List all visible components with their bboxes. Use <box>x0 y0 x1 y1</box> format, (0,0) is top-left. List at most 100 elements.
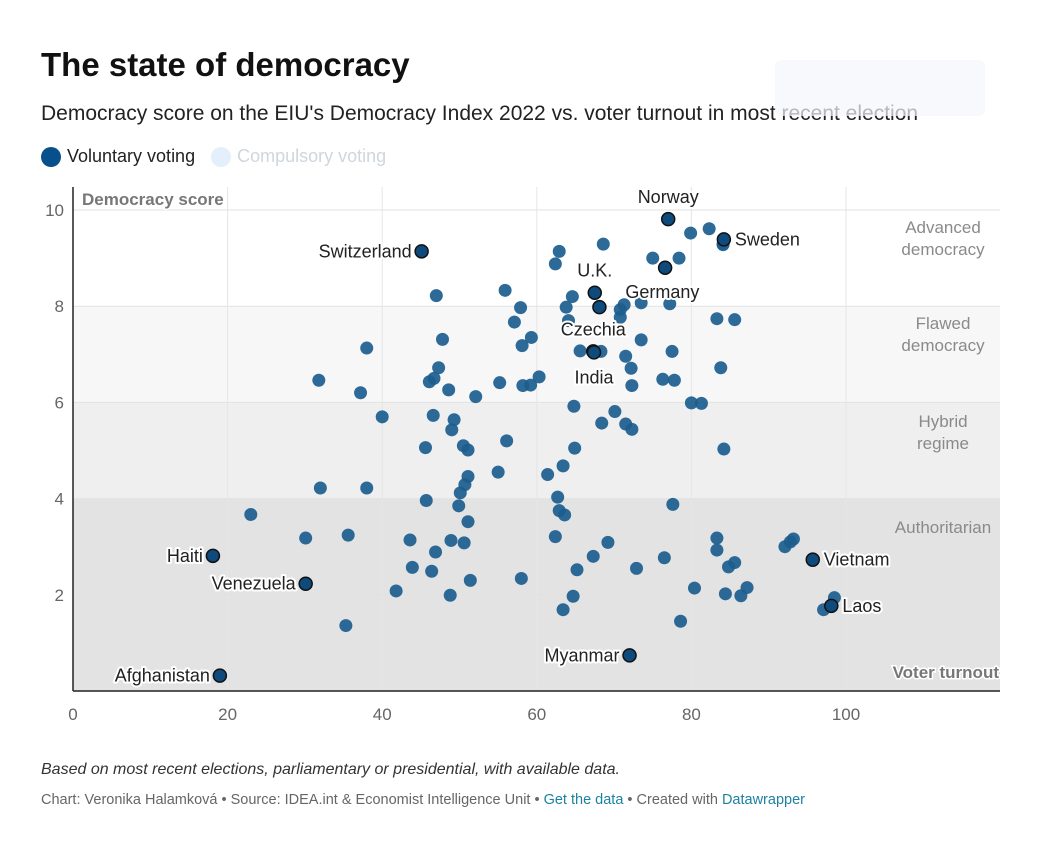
data-point-109 <box>443 588 457 602</box>
data-point-102 <box>463 573 477 587</box>
data-point-76 <box>452 499 466 513</box>
highlight-label-venezuela-11: Venezuela <box>212 574 297 594</box>
highlight-label-laos-9: Laos <box>842 596 881 616</box>
data-point-32 <box>432 361 446 375</box>
data-point-52 <box>375 410 389 424</box>
data-point-81 <box>299 531 313 545</box>
data-point-24 <box>435 332 449 346</box>
data-point-82 <box>341 528 355 542</box>
data-point-80 <box>461 515 475 529</box>
data-point-103 <box>514 571 528 585</box>
data-point-54 <box>447 413 461 427</box>
data-point-59 <box>500 434 514 448</box>
data-point-113 <box>556 603 570 617</box>
data-point-56 <box>595 416 609 430</box>
band-label-0-0: Authoritarian <box>895 518 991 537</box>
band-label-2-0: Flawed <box>916 314 971 333</box>
highlight-label-vietnam-8: Vietnam <box>824 550 890 570</box>
data-point-49 <box>694 396 708 410</box>
highlight-label-myanmar-12: Myanmar <box>545 645 620 665</box>
legend-label-voluntary: Voluntary voting <box>67 146 196 166</box>
legend-item-compulsory[interactable]: Compulsory voting <box>211 146 386 167</box>
data-point-15 <box>617 298 631 312</box>
highlight-point-germany-5 <box>592 299 607 315</box>
data-point-33 <box>624 361 638 375</box>
data-point-99 <box>425 564 439 578</box>
data-point-45 <box>354 386 368 400</box>
chart-title: The state of democracy <box>41 46 410 83</box>
highlight-point-uk-3 <box>587 285 603 300</box>
data-point-39 <box>532 370 546 384</box>
data-point-73 <box>551 490 565 504</box>
data-point-63 <box>568 441 582 455</box>
highlight-label-haiti-10: Haiti <box>167 546 203 566</box>
data-point-51 <box>608 405 622 419</box>
highlight-label-sweden-1: Sweden <box>735 229 800 249</box>
highlight-label-norway-0: Norway <box>638 187 699 207</box>
legend-label-compulsory: Compulsory voting <box>237 146 387 166</box>
x-tick-label-5: 100 <box>832 705 860 724</box>
data-point-47 <box>469 390 483 404</box>
legend-item-voluntary[interactable]: Voluntary voting <box>41 146 195 167</box>
data-point-0 <box>702 222 716 236</box>
band-label-3-0: Advanced <box>905 218 981 237</box>
data-point-43 <box>656 372 670 386</box>
data-point-26 <box>515 339 529 353</box>
highlight-point-afghanistan-13 <box>212 668 228 683</box>
band-label-1-0: Hybrid <box>918 412 967 431</box>
data-point-37 <box>312 373 326 387</box>
footer-credit: Chart: Veronika Halamková • Source: IDEA… <box>41 792 544 808</box>
data-point-87 <box>601 535 615 549</box>
data-point-100 <box>570 563 584 577</box>
data-point-74 <box>419 494 433 508</box>
y-tick-label-3: 8 <box>55 297 64 316</box>
get-data-link[interactable]: Get the data <box>543 792 624 808</box>
data-point-46 <box>442 383 456 397</box>
highlight-label-czechia-6: Czechia <box>561 319 627 339</box>
chart-subtitle: Democracy score on the EIU's Democracy I… <box>41 102 919 125</box>
data-point-95 <box>657 551 671 565</box>
highlight-point-india-7 <box>586 345 602 360</box>
data-point-107 <box>718 587 732 601</box>
data-point-70 <box>453 486 467 500</box>
data-point-17 <box>663 297 677 311</box>
data-point-38 <box>493 376 507 390</box>
data-point-27 <box>360 341 374 355</box>
y-tick-label-2: 6 <box>55 393 64 412</box>
datawrapper-link[interactable]: Datawrapper <box>721 792 805 808</box>
highlight-point-switzerland-2 <box>414 244 429 259</box>
data-point-105 <box>687 581 701 595</box>
data-point-41 <box>524 378 538 392</box>
data-point-9 <box>498 283 512 297</box>
data-point-91 <box>778 540 792 554</box>
data-point-36 <box>422 375 436 389</box>
data-point-79 <box>244 507 258 521</box>
highlight-point-sweden-1 <box>716 232 732 247</box>
band-label-3-1: democracy <box>901 240 985 259</box>
data-point-97 <box>722 560 736 574</box>
legend-swatch-compulsory <box>211 146 232 167</box>
data-point-28 <box>573 344 587 358</box>
data-point-7 <box>672 251 686 265</box>
data-point-92 <box>710 543 724 557</box>
highlight-point-norway-0 <box>660 211 676 227</box>
data-point-16 <box>634 296 648 310</box>
data-point-85 <box>457 536 471 550</box>
data-point-61 <box>461 443 475 457</box>
highlight-label-switzerland-2: Switzerland <box>319 241 412 261</box>
highlight-label-india-7: India <box>574 367 614 387</box>
y-tick-label-1: 4 <box>55 490 64 509</box>
data-point-8 <box>548 257 562 271</box>
data-point-114 <box>339 619 353 633</box>
x-tick-label-2: 40 <box>373 705 392 724</box>
data-point-30 <box>619 349 633 363</box>
data-point-5 <box>552 244 566 258</box>
data-point-62 <box>418 441 432 455</box>
data-point-88 <box>710 531 724 545</box>
data-point-50 <box>567 399 581 413</box>
x-tick-label-1: 20 <box>218 705 237 724</box>
x-axis-title: Voter turnout <box>893 663 1000 682</box>
data-point-110 <box>566 589 580 603</box>
data-point-101 <box>630 561 644 575</box>
highlight-point-vietnam-8 <box>805 552 821 567</box>
